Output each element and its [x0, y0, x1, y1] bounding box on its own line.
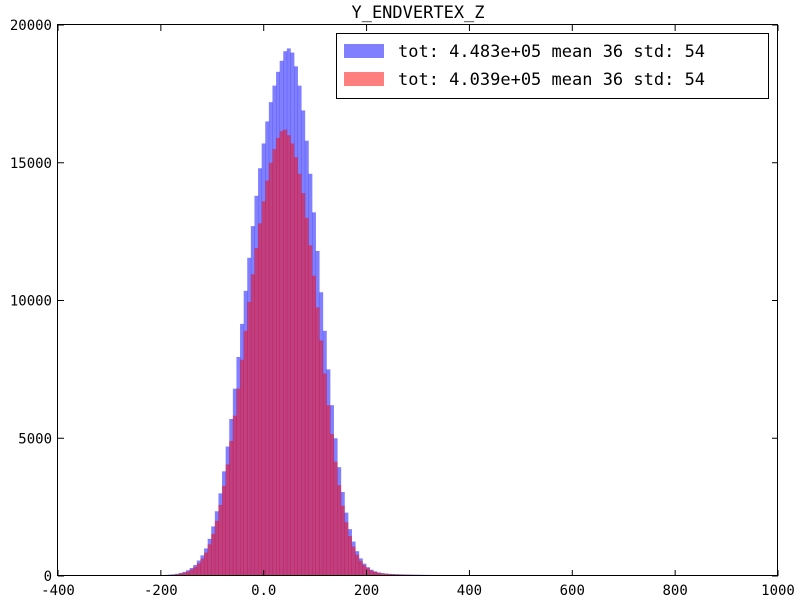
- histogram-bar: [247, 301, 252, 576]
- histogram-bar: [333, 461, 338, 576]
- histogram-bar: [265, 180, 270, 576]
- histogram-bar: [315, 307, 320, 576]
- histogram-bar: [283, 129, 288, 576]
- x-tick-label: 200: [354, 583, 379, 599]
- plot-frame: [57, 24, 778, 576]
- histogram-bar: [276, 137, 280, 576]
- histogram-bar: [297, 173, 302, 576]
- histogram-bar: [362, 565, 367, 576]
- x-tick-label: -200: [144, 583, 178, 599]
- legend-box: [336, 33, 769, 99]
- histogram-bar: [279, 131, 284, 576]
- histogram-bar: [340, 505, 345, 576]
- y-tick-label: 15000: [10, 156, 52, 172]
- histogram-bar: [258, 223, 262, 577]
- histogram-bar: [301, 193, 306, 576]
- histogram-bar: [330, 434, 334, 576]
- histogram-bar: [196, 563, 201, 576]
- histogram-bar: [355, 554, 360, 576]
- histogram-bar: [268, 162, 273, 576]
- histogram-bar: [322, 373, 327, 576]
- histogram-bar: [358, 560, 363, 576]
- histogram-bar: [326, 405, 331, 576]
- histogram-bar: [366, 568, 370, 576]
- histogram-bar: [211, 533, 216, 576]
- histogram-bar: [369, 570, 374, 576]
- histogram-bar: [272, 148, 277, 576]
- x-tick-label: 400: [457, 583, 482, 599]
- histogram-bar: [312, 275, 316, 576]
- histogram-bar: [348, 536, 352, 576]
- histogram-bar: [178, 573, 183, 576]
- histogram-bar: [319, 340, 324, 576]
- legend-label: tot: 4.483e+05 mean 36 std: 54: [398, 42, 705, 62]
- histogram-bar: [290, 143, 295, 576]
- histogram-bar: [337, 485, 342, 576]
- chart-title: Y_ENDVERTEX_Z: [351, 3, 484, 23]
- histogram-bar: [240, 359, 244, 576]
- histogram-bar: [204, 552, 208, 576]
- legend: tot: 4.483e+05 mean 36 std: 54 tot: 4.039…: [336, 33, 769, 99]
- histogram-bar: [384, 573, 388, 576]
- histogram-bar: [351, 546, 356, 576]
- histogram-bar: [186, 571, 190, 576]
- y-tick-label: 0: [44, 569, 52, 585]
- histogram-bar: [380, 573, 385, 576]
- histogram-bar: [229, 441, 234, 576]
- y-tick-label: 5000: [18, 431, 52, 447]
- histogram-bar: [254, 248, 259, 576]
- histogram-bar: [286, 135, 291, 576]
- histogram-bar: [373, 571, 378, 576]
- histogram-bar: [189, 569, 194, 576]
- series-2: [157, 129, 648, 577]
- histogram-bar: [304, 217, 309, 576]
- histogram-bar: [222, 485, 226, 576]
- axis-tick-labels: -400 -200 0.0 200 400 600 800 10000500010000150…: [10, 18, 795, 599]
- x-tick-label: 1000: [761, 583, 795, 599]
- histogram-bars: [157, 48, 648, 577]
- histogram-bar: [232, 415, 237, 576]
- y-tick-label: 10000: [10, 294, 52, 310]
- x-tick-label: 600: [560, 583, 585, 599]
- histogram-bar: [243, 330, 248, 576]
- histogram-bar: [225, 464, 230, 576]
- legend-label: tot: 4.039e+05 mean 36 std: 54: [398, 70, 705, 90]
- histogram-bar: [250, 274, 255, 576]
- x-tick-label: 800: [662, 583, 687, 599]
- x-tick-label: -400: [41, 583, 75, 599]
- histogram-bar: [218, 504, 223, 576]
- legend-swatch: [344, 72, 384, 86]
- histogram-bar: [308, 245, 313, 576]
- histogram-bar: [214, 520, 219, 576]
- histogram-bar: [344, 522, 349, 576]
- histogram-bar: [376, 572, 381, 576]
- histogram-bar: [261, 201, 266, 576]
- histogram-bar: [294, 157, 298, 577]
- histogram-bar: [207, 544, 212, 576]
- histogram-bar: [200, 558, 205, 576]
- histogram-bar: [193, 566, 198, 576]
- x-tick-label: 0.0: [251, 583, 276, 599]
- histogram-bar: [182, 572, 187, 576]
- legend-swatch: [344, 44, 384, 58]
- y-tick-label: 20000: [10, 18, 52, 34]
- axis-ticks: [57, 24, 779, 577]
- histogram-bar: [236, 388, 241, 576]
